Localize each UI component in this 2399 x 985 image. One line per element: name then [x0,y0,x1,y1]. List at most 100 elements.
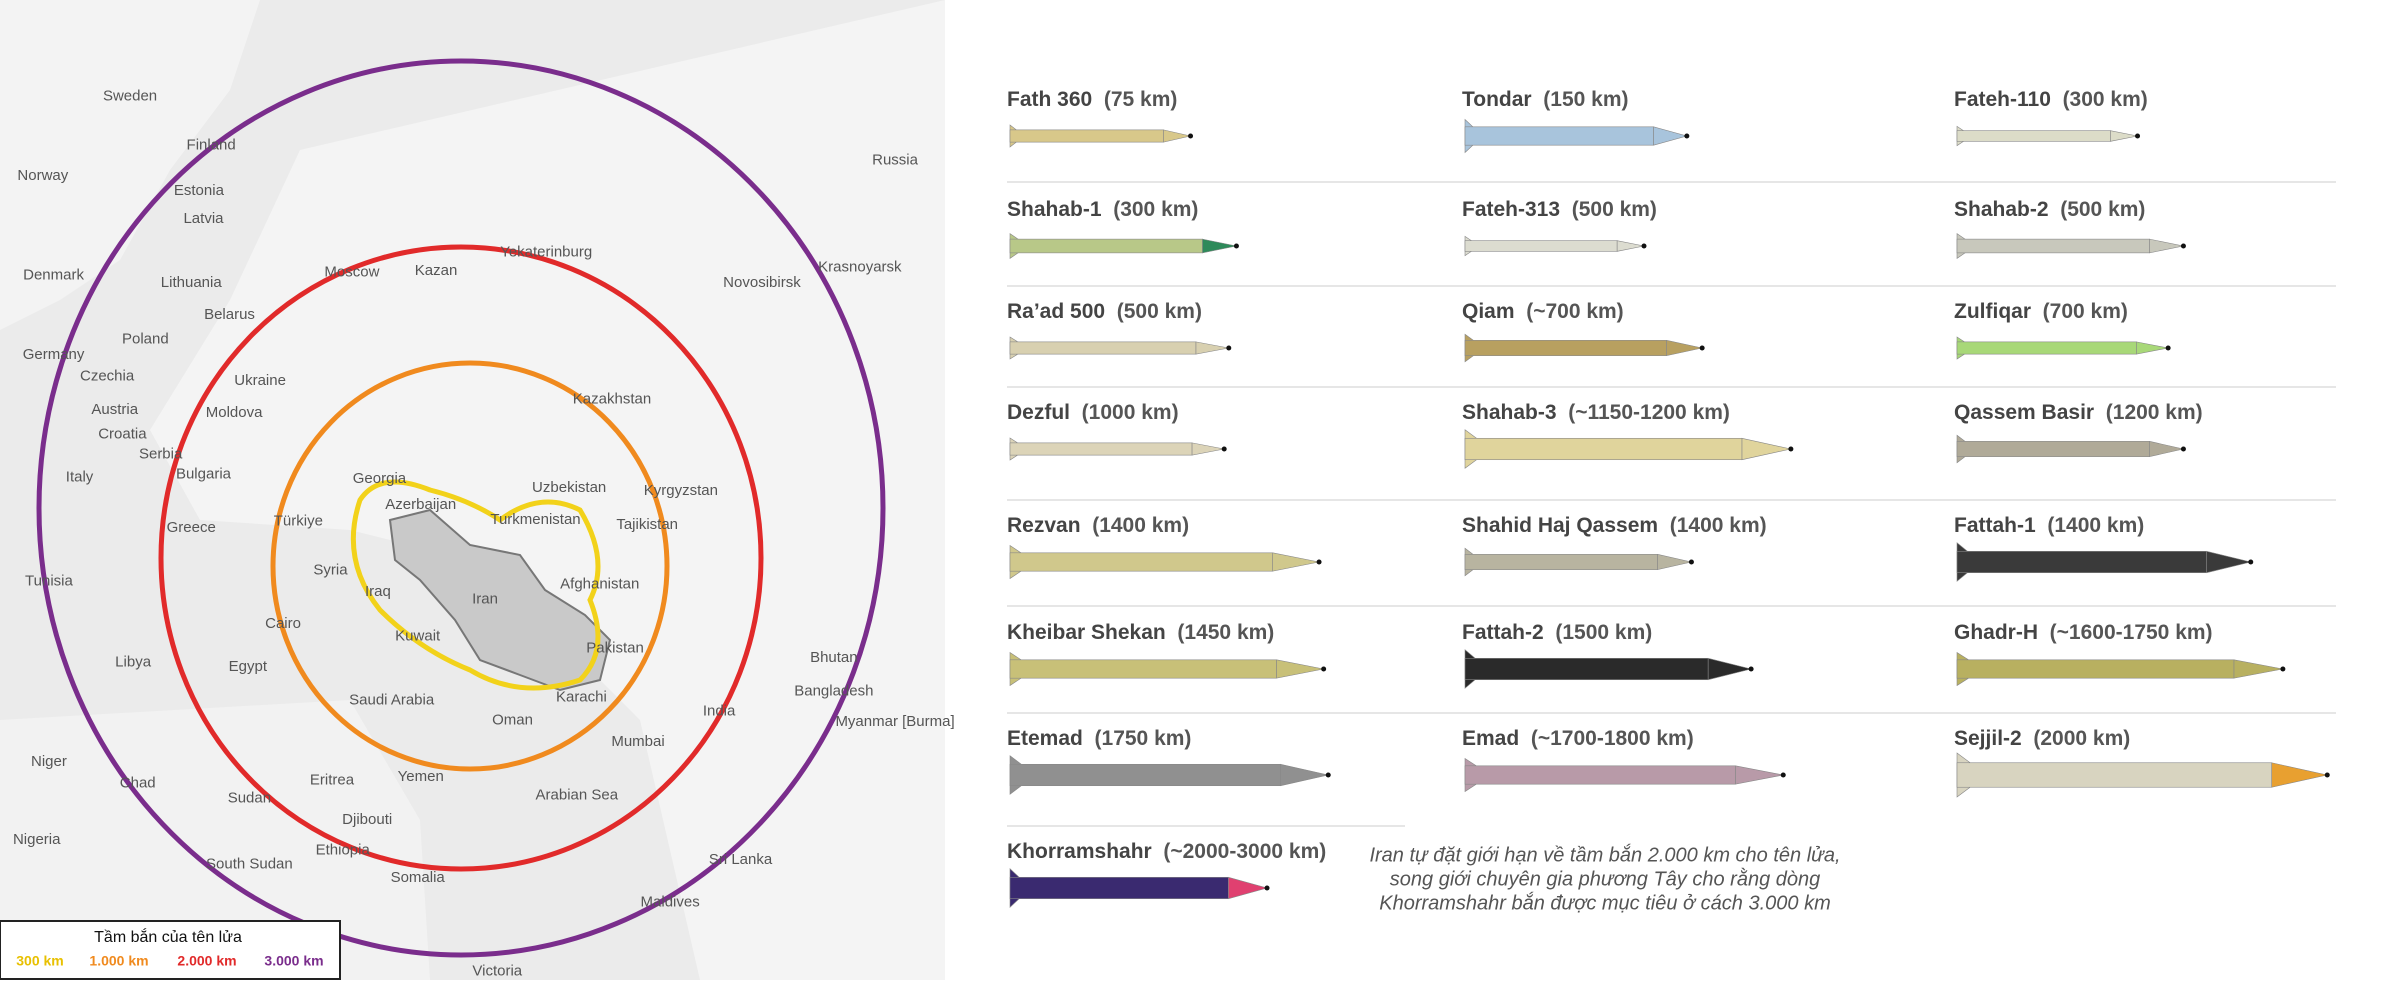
missile-body [1009,763,1281,787]
missile-nose [2110,130,2138,142]
map-label: Denmark [23,266,84,283]
missile-label: Rezvan (1400 km) [1007,514,1189,537]
missile-label: Shahab-2 (500 km) [1954,198,2145,221]
map-label: Nigeria [13,831,61,848]
missile-tip [2248,559,2254,565]
missile-body [1009,552,1274,572]
missile-label: Ghadr-H (~1600-1750 km) [1954,621,2213,644]
map-label: Sudan [228,790,271,807]
range-2000 [158,244,764,872]
map-label: Russia [872,152,919,169]
missile-nose [1616,240,1645,252]
missile-tip [1699,345,1705,351]
missile-tip [2135,133,2141,139]
missile-label: Qassem Basir (1200 km) [1954,401,2203,424]
missile-label: Shahab-3 (~1150-1200 km) [1462,401,1730,424]
land [0,700,430,980]
map-label: Belarus [204,306,255,323]
map-label: Azerbaijan [385,496,456,513]
map-label: Eritrea [310,771,355,788]
map-label: Czechia [80,367,135,384]
missile-name: Ghadr-H [1954,621,2038,644]
missile-name: Shahab-1 [1007,198,1102,221]
map-label: Chad [120,774,156,791]
missile-item: Shahab-1 (300 km) [1007,198,1239,259]
missile-name: Sejjil-2 [1954,727,2022,750]
map-label: Italy [66,468,94,485]
missile-body [1956,238,2150,254]
missile-body [1464,657,1709,681]
missile-nose [1191,442,1225,456]
missile-body [1009,442,1193,456]
missile-body [1956,762,2273,788]
map-label: Poland [122,331,169,348]
missile-range: (150 km) [1543,88,1628,111]
missile-range: (2000 km) [2033,727,2130,750]
missile-tip [2180,446,2186,452]
missile-range: (300 km) [1113,198,1198,221]
missile-tip [1688,559,1694,565]
missile-name: Zulfiqar [1954,300,2031,323]
missile-tip [2280,666,2286,672]
missile-tip [2324,772,2330,778]
missile-nose [1276,659,1324,679]
missile-label: Fath 360 (75 km) [1007,88,1177,111]
map-label: Yekaterinburg [500,243,592,260]
missile-name: Kheibar Shekan [1007,621,1166,644]
map-label: Bangladesh [794,683,873,700]
missile-label: Sejjil-2 (2000 km) [1954,727,2130,750]
map-label: Sweden [103,87,157,104]
map-label: Latvia [183,210,224,227]
missile-body [1956,550,2207,574]
missile-body [1464,240,1618,252]
missile-label: Ra’ad 500 (500 km) [1007,300,1202,323]
missile-nose [2149,440,2184,458]
missile-label: Zulfiqar (700 km) [1954,300,2128,323]
map-label: India [703,702,736,719]
map-label: Iran [472,591,498,608]
missile-item: Fattah-2 (1500 km) [1462,621,1754,689]
missile-range: (500 km) [2060,198,2145,221]
missile-name: Etemad [1007,727,1083,750]
range-300 [350,479,601,691]
map-label: Greece [167,519,216,536]
map-label: Kuwait [395,627,441,644]
map-label: Germany [23,346,85,363]
missile-tip [1684,133,1690,139]
legend-box [0,920,341,980]
missile-body [1956,659,2235,679]
land [150,0,945,980]
missile-name: Shahab-2 [1954,198,2049,221]
map-label: Somalia [391,869,446,886]
missile-range: (~1700-1800 km) [1531,727,1694,750]
map-label: Moldova [206,404,263,421]
missile-item: Shahab-2 (500 km) [1954,198,2186,259]
missile-range: (500 km) [1117,300,1202,323]
missile-label: Dezful (1000 km) [1007,401,1179,424]
missile-nose [2233,659,2283,679]
map-label: Yemen [398,768,444,785]
missile-label: Fattah-1 (1400 km) [1954,514,2144,537]
missile-body [1009,238,1203,254]
map-label: Moscow [324,263,379,280]
missile-nose [2136,341,2169,355]
map-label: Tajikistan [616,516,678,533]
map-label: Niger [31,753,67,770]
map-label: Egypt [229,658,268,675]
missile-name: Dezful [1007,401,1070,424]
missile-body [1464,765,1736,785]
map-label: Iraq [365,583,391,600]
missile-label: Shahab-1 (300 km) [1007,198,1198,221]
map-label: Afghanistan [560,575,639,592]
missile-name: Qassem Basir [1954,401,2094,424]
map-label: Victoria [472,963,522,980]
map-label: Ukraine [234,372,286,389]
map-label: Türkiye [274,513,323,530]
missile-name: Emad [1462,727,1519,750]
missile-range: (~1150-1200 km) [1568,401,1730,424]
missile-label: Khorramshahr (~2000-3000 km) [1007,840,1326,863]
missile-range: (1500 km) [1555,621,1652,644]
map-label: Cairo [265,615,301,632]
missile-tip [1780,772,1786,778]
